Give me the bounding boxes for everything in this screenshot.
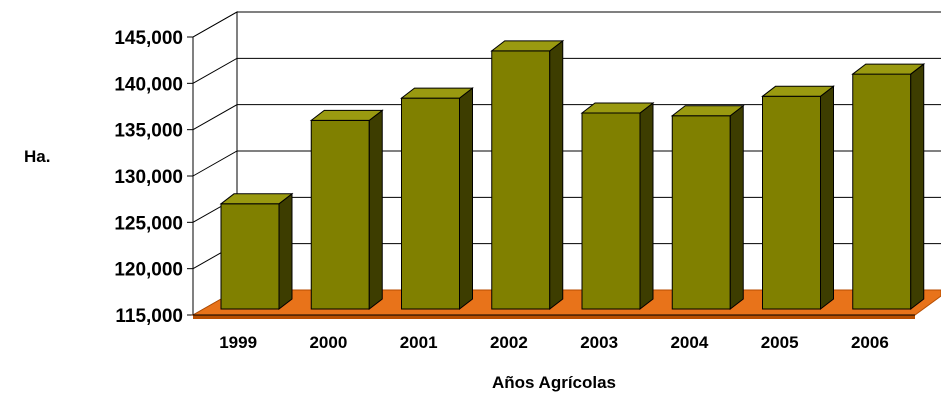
x-tick-label: 2005 [761,333,799,352]
bar-top [309,109,384,121]
x-tick-label: 2004 [670,333,708,352]
bar [761,85,835,311]
bar [851,63,926,311]
bar-side [639,101,654,311]
bar-top [761,85,835,97]
bar-top [219,193,294,205]
bar-side [368,109,383,311]
y-tick-label: 135,000 [114,121,183,142]
x-tick-label: 1999 [219,333,257,352]
y-tick-label: 125,000 [114,213,183,234]
bar [580,101,655,311]
bar-top [580,102,655,114]
gridline [192,104,941,131]
y-tick-label: 130,000 [114,167,183,188]
bar [309,109,384,311]
gridline [192,57,941,84]
bar [400,87,474,311]
bars [219,39,926,311]
bar-side [459,87,473,311]
bar-front [671,115,731,310]
x-tick-label: 2006 [851,333,889,352]
x-tick-label: 2002 [490,333,528,352]
y-axis-label: Ha. [24,147,50,166]
y-tick-label: 145,000 [114,28,183,49]
x-tick-label: 2000 [309,333,347,352]
bar-front [401,97,460,310]
bar-top [490,40,565,52]
x-axis-label: Años Agrícolas [492,373,616,392]
y-tick-labels: 115,000 120,000 125,000 130,000 135,000 140,0… [114,28,183,327]
bar [219,192,294,311]
bar-front [310,119,370,310]
bar-side [820,85,834,311]
bar [490,39,565,311]
bar-front [852,73,912,310]
y-tick-label: 115,000 [115,306,183,327]
y-tick-label: 140,000 [114,74,183,95]
bar-top [400,87,474,99]
bar-top [851,63,926,75]
bar-front [491,50,551,310]
bar-front [581,112,641,310]
x-tick-labels: 1999 2000 2001 2002 2003 2004 2005 2006 [219,333,889,352]
x-tick-label: 2003 [580,333,618,352]
bar-front [220,203,280,310]
bar [670,104,745,311]
bar-side [910,63,925,311]
floor-edge [193,315,915,319]
x-tick-label: 2001 [400,333,438,352]
y-tick-label: 120,000 [114,260,183,281]
bar-side [729,104,744,311]
bar-side [278,192,293,311]
bar-front [762,95,821,310]
gridline [192,11,238,38]
bar-top [670,105,745,117]
bar-side [549,39,564,311]
